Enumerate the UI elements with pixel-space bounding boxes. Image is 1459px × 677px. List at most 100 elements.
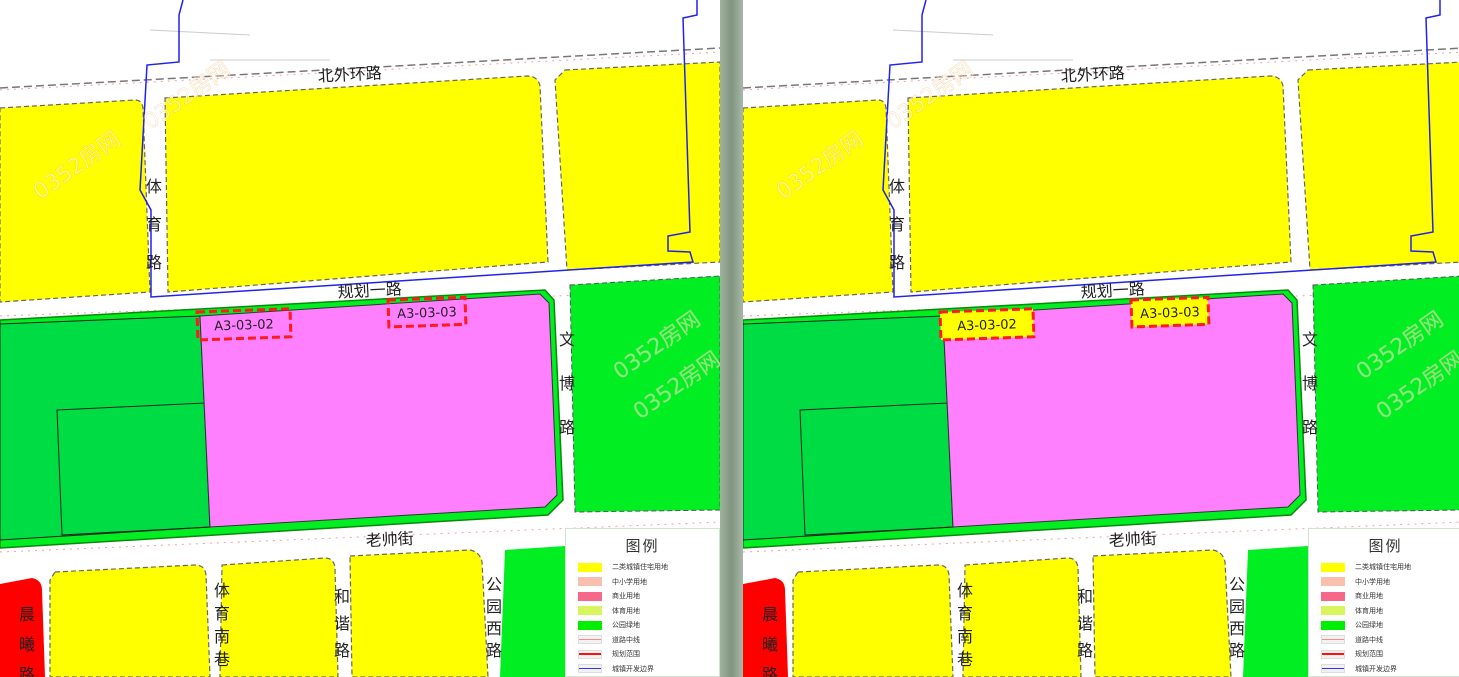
parcel-line	[149, 29, 251, 36]
legend-swatch	[1321, 649, 1345, 659]
residential-block	[554, 61, 720, 271]
planning-boundary	[938, 307, 1036, 342]
residential-block	[1092, 549, 1232, 677]
legend-item: 城镇开发边界	[566, 662, 719, 677]
legend-item: 道路中线	[566, 633, 719, 648]
legend-label: 中小学用地	[612, 577, 647, 586]
planning-boundary	[195, 307, 293, 342]
legend-swatch	[578, 606, 602, 616]
legend-item: 二类城镇住宅用地	[1309, 560, 1459, 575]
road-label-tiyu_nan: 体育南巷	[954, 582, 973, 674]
road-centerline	[0, 289, 720, 317]
road-label-laoshuai: 老帅街	[365, 529, 414, 550]
map-panel-after: 北外环路 规划一路 老帅街 A3-03-02 A3-03-03 0352房网 0352房网 0…	[743, 0, 1459, 677]
legend-item: 城镇开发边界	[1309, 662, 1459, 677]
legend-label: 城镇开发边界	[1355, 664, 1397, 673]
road-label-chenxi: 晨曦路	[16, 606, 35, 677]
map-legend: 图例 二类城镇住宅用地 中小学用地 商业用地 体育用地 公园绿地 道路中线 规划范围 城镇开发…	[1308, 528, 1459, 677]
legend-item: 商业用地	[1309, 589, 1459, 604]
road-centerline	[743, 51, 1459, 91]
legend-label: 公园绿地	[612, 621, 640, 630]
legend-item: 商业用地	[566, 589, 719, 604]
residential-block	[1297, 61, 1459, 271]
park-green-area	[743, 315, 954, 541]
road-label-north: 北外环路	[317, 63, 382, 85]
map-canvas: 北外环路规划一路老帅街A3-03-02A3-03-030352房网0352房网0…	[743, 0, 1459, 677]
park-green-area	[0, 315, 211, 541]
legend-label: 城镇开发边界	[612, 664, 654, 673]
road-label-hexie: 和谐路	[331, 588, 350, 669]
legend-item: 规划范围	[1309, 647, 1459, 662]
legend-swatch	[1321, 606, 1345, 616]
legend-swatch	[1321, 635, 1345, 645]
legend-label: 规划范围	[1355, 650, 1383, 659]
legend-label: 公园绿地	[1355, 621, 1383, 630]
panel-divider	[720, 0, 743, 677]
development-boundary-line	[139, 0, 698, 298]
legend-swatch	[578, 664, 602, 674]
road-centerline	[743, 289, 1459, 317]
residential-block	[962, 557, 1082, 677]
red-block	[743, 578, 788, 677]
road-centerline	[0, 521, 720, 553]
legend-swatch	[578, 577, 602, 587]
commercial-block	[199, 293, 558, 528]
legend-swatch	[578, 649, 602, 659]
legend-item: 体育用地	[1309, 604, 1459, 619]
residential-block	[349, 549, 489, 677]
road-edge	[743, 47, 1459, 89]
parcel-A3-03-03: A3-03-03	[386, 295, 468, 329]
road-label-wenbo: 文博路	[556, 331, 575, 463]
legend-label: 二类城镇住宅用地	[612, 563, 668, 572]
legend-label: 道路中线	[1355, 635, 1383, 644]
legend-label: 商业用地	[612, 592, 640, 601]
road-centerline	[743, 521, 1459, 553]
park-block-south	[500, 546, 565, 677]
planning-boundary	[1129, 295, 1211, 329]
residential-block	[907, 75, 1292, 293]
residential-block	[792, 564, 954, 677]
legend-label: 商业用地	[1355, 592, 1383, 601]
legend-swatch	[578, 635, 602, 645]
park-block-east	[569, 275, 720, 513]
legend-label: 二类城镇住宅用地	[1355, 563, 1411, 572]
road-centerline	[0, 51, 720, 91]
legend-label: 道路中线	[612, 635, 640, 644]
road-label-tiyu_nan: 体育南巷	[211, 582, 230, 674]
legend-label: 体育用地	[1355, 606, 1383, 615]
map-legend: 图例 二类城镇住宅用地 中小学用地商业用地体育用地公园绿地道路中线规划范围城镇开发…	[565, 528, 720, 677]
legend-swatch	[1321, 620, 1345, 630]
parcel-A3-03-02: A3-03-02	[195, 307, 293, 342]
road-label-gongyuan_xi: 公园西路	[1226, 576, 1245, 664]
planning-boundary	[386, 295, 468, 329]
parcel-label: A3-03-02	[957, 317, 1017, 334]
residential-block	[0, 99, 151, 303]
legend-swatch	[578, 591, 602, 601]
legend-swatch	[1321, 664, 1345, 674]
road-label-laoshuai: 老帅街	[1108, 529, 1157, 550]
road-label-tiyu: 体育路	[143, 178, 162, 292]
residential-block	[219, 557, 339, 677]
road-label-tiyu: 体育路	[886, 178, 905, 292]
legend-item: 中小学用地	[566, 575, 719, 590]
legend-swatch	[578, 620, 602, 630]
legend-title: 图例	[625, 537, 660, 555]
residential-block	[164, 75, 549, 293]
road-label-hexie: 和谐路	[1074, 588, 1093, 669]
development-boundary-line	[882, 0, 1441, 298]
legend-item: 规划范围	[566, 647, 719, 662]
map-panel-before: 北外环路 规划一路 老帅街 A3-03-02 A3-03-03 0352房网 0352房网 0…	[0, 0, 720, 677]
legend-swatch	[1321, 577, 1345, 587]
legend-item: 公园绿地	[566, 618, 719, 633]
legend-label: 规划范围	[612, 650, 640, 659]
park-block-south	[1243, 546, 1308, 677]
legend-title: 图例	[1368, 537, 1403, 555]
legend-swatch	[1321, 562, 1345, 572]
road-edge	[0, 47, 720, 89]
parcel-label: A3-03-02	[214, 317, 274, 334]
legend-item: 体育用地	[566, 604, 719, 619]
parcel-A3-03-02: A3-03-02	[938, 307, 1036, 342]
road-label-north: 北外环路	[1060, 63, 1125, 85]
parcel-line	[892, 29, 994, 36]
legend-label: 体育用地	[612, 606, 640, 615]
